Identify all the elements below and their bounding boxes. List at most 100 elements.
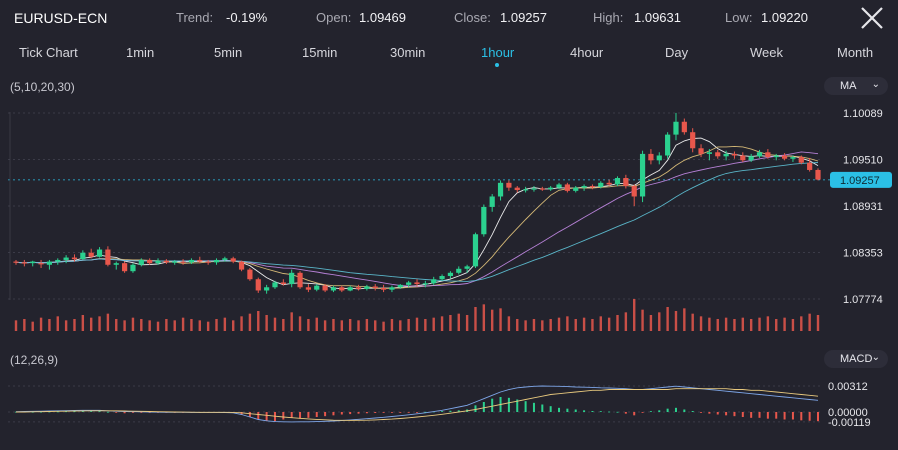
macd-histogram-bar — [365, 412, 368, 414]
macd-histogram-bar — [282, 412, 285, 420]
candle-body — [355, 287, 362, 289]
macd-histogram-bar — [649, 411, 652, 412]
volume-bar — [415, 317, 419, 331]
tab-15min[interactable]: 15min — [302, 45, 338, 60]
volume-bar — [340, 320, 344, 331]
candle-body — [138, 259, 144, 265]
tab-4hour[interactable]: 4hour — [570, 45, 604, 60]
trend-label: Trend: — [176, 10, 214, 25]
macd-histogram-bar — [491, 398, 494, 412]
macd-histogram-bar — [499, 397, 502, 412]
volume-bar — [474, 307, 477, 331]
volume-bar — [248, 313, 252, 331]
close-x-icon[interactable] — [858, 4, 886, 32]
macd-histogram-bar — [549, 406, 552, 412]
candle-body — [422, 283, 428, 285]
tab-day[interactable]: Day — [665, 45, 689, 60]
candle-body — [322, 285, 328, 291]
volume-bar — [407, 319, 410, 331]
candle-body — [798, 157, 804, 163]
candle-body — [172, 261, 178, 263]
volume-bar — [674, 311, 678, 331]
macd-histogram-bar — [733, 412, 736, 417]
price-level-label: 1.08931 — [843, 201, 883, 213]
tab-30min[interactable]: 30min — [390, 45, 426, 60]
volume-bar — [808, 313, 811, 331]
volume-bar — [273, 317, 277, 331]
ma-indicator-select[interactable]: MA ⌄ — [824, 77, 888, 95]
volume-bar — [374, 320, 377, 331]
macd-histogram-bar — [207, 412, 210, 413]
volume-bar — [641, 309, 644, 331]
volume-bar — [123, 320, 126, 331]
tab-month[interactable]: Month — [837, 45, 874, 60]
tab-week[interactable]: Week — [750, 45, 783, 60]
candle-body — [439, 276, 445, 280]
candle-body — [731, 153, 738, 156]
candle-body — [213, 259, 220, 263]
candle-body — [155, 260, 161, 264]
price-level-label: 1.07774 — [843, 294, 883, 306]
tab-1min[interactable]: 1min — [126, 45, 155, 60]
candle-body — [389, 287, 395, 290]
candle-body — [481, 206, 487, 235]
tab-tick-chart[interactable]: Tick Chart — [19, 45, 78, 60]
volume-bar — [607, 317, 611, 331]
candle-body — [372, 286, 378, 289]
macd-histogram-bar — [198, 412, 201, 413]
trend-value: -0.19% — [226, 10, 268, 25]
volume-bar — [399, 320, 402, 331]
volume-bar — [23, 319, 26, 331]
candle-body — [614, 177, 621, 185]
candle-body — [773, 155, 779, 158]
macd-histogram-bar — [324, 412, 327, 417]
candle-body — [197, 259, 203, 262]
volume-bar — [524, 320, 527, 331]
macd-histogram-bar — [574, 409, 577, 412]
chevron-down-icon: ⌄ — [871, 352, 880, 363]
symbol-name: EURUSD-ECN — [14, 10, 108, 26]
volume-bar — [165, 319, 168, 331]
volume-bar — [181, 317, 185, 331]
candle-body — [539, 188, 545, 190]
volume-bar — [190, 319, 193, 331]
candle-body — [656, 155, 662, 161]
ma-line-ma10 — [15, 145, 819, 289]
volume-bar — [699, 316, 703, 331]
candle-body — [230, 258, 236, 262]
macd-histogram-bar — [432, 411, 435, 413]
volume-bar — [507, 316, 511, 331]
candle-body — [790, 157, 796, 159]
candle-body — [55, 259, 61, 262]
candle-body — [314, 285, 320, 290]
macd-indicator-select[interactable]: MACD ⌄ — [824, 350, 888, 368]
volume-bar — [81, 315, 85, 331]
volume-bar — [499, 308, 502, 331]
candle-body — [380, 288, 387, 290]
macd-histogram-bar — [474, 405, 477, 412]
open-value: 1.09469 — [359, 10, 406, 25]
macd-histogram-bar — [683, 409, 686, 412]
volume-bar — [106, 313, 110, 331]
macd-histogram-bar — [775, 412, 778, 419]
timeframe-tabs: Tick Chart 1min 5min 15min 30min 1hour 4… — [0, 40, 898, 68]
ma-indicator-label: MA — [840, 80, 857, 92]
tab-1hour[interactable]: 1hour — [481, 45, 515, 60]
volume-bar — [98, 316, 101, 331]
macd-histogram-bar — [558, 407, 561, 412]
candle-body — [623, 177, 629, 187]
candle-body — [130, 264, 136, 272]
macd-histogram-bar — [315, 412, 318, 417]
tab-5min[interactable]: 5min — [214, 45, 243, 60]
candle-body — [63, 257, 69, 260]
candle-body — [397, 284, 403, 288]
ma-line-ma20 — [15, 151, 819, 287]
volume-bar — [783, 317, 786, 331]
candle-body — [690, 132, 696, 149]
candle-body — [748, 156, 754, 161]
macd-histogram-bar — [290, 412, 293, 418]
volume-bar — [599, 316, 602, 331]
candle-body — [330, 287, 337, 291]
candle-body — [589, 186, 596, 188]
volume-bar — [574, 319, 577, 331]
